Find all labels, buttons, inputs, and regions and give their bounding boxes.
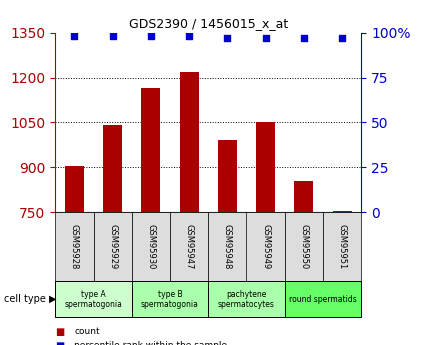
- Point: [147, 33, 154, 39]
- Text: GSM95928: GSM95928: [70, 224, 79, 269]
- Text: GSM95948: GSM95948: [223, 224, 232, 269]
- Text: GSM95947: GSM95947: [184, 224, 194, 269]
- Bar: [294, 181, 313, 212]
- Text: type A
spermatogonia: type A spermatogonia: [65, 289, 122, 309]
- Text: type B
spermatogonia: type B spermatogonia: [141, 289, 199, 309]
- Text: GSM95949: GSM95949: [261, 224, 270, 269]
- Bar: [65, 166, 84, 212]
- Point: [71, 33, 78, 39]
- Text: percentile rank within the sample: percentile rank within the sample: [74, 341, 227, 345]
- Point: [262, 36, 269, 41]
- Text: ■: ■: [55, 341, 65, 345]
- Point: [186, 33, 193, 39]
- Text: GSM95930: GSM95930: [146, 224, 156, 269]
- Point: [224, 36, 231, 41]
- Title: GDS2390 / 1456015_x_at: GDS2390 / 1456015_x_at: [129, 17, 288, 30]
- Text: count: count: [74, 327, 100, 336]
- Point: [339, 36, 346, 41]
- Bar: [332, 211, 351, 212]
- Text: GSM95950: GSM95950: [299, 224, 309, 269]
- Bar: [256, 122, 275, 212]
- Point: [109, 33, 116, 39]
- Text: pachytene
spermatocytes: pachytene spermatocytes: [218, 289, 275, 309]
- Text: ■: ■: [55, 327, 65, 337]
- Text: round spermatids: round spermatids: [289, 295, 357, 304]
- Text: cell type ▶: cell type ▶: [4, 294, 57, 304]
- Bar: [218, 140, 237, 212]
- Text: GSM95951: GSM95951: [337, 224, 347, 269]
- Bar: [179, 72, 198, 212]
- Point: [300, 36, 307, 41]
- Bar: [103, 126, 122, 212]
- Text: GSM95929: GSM95929: [108, 224, 117, 269]
- Bar: [141, 88, 160, 212]
